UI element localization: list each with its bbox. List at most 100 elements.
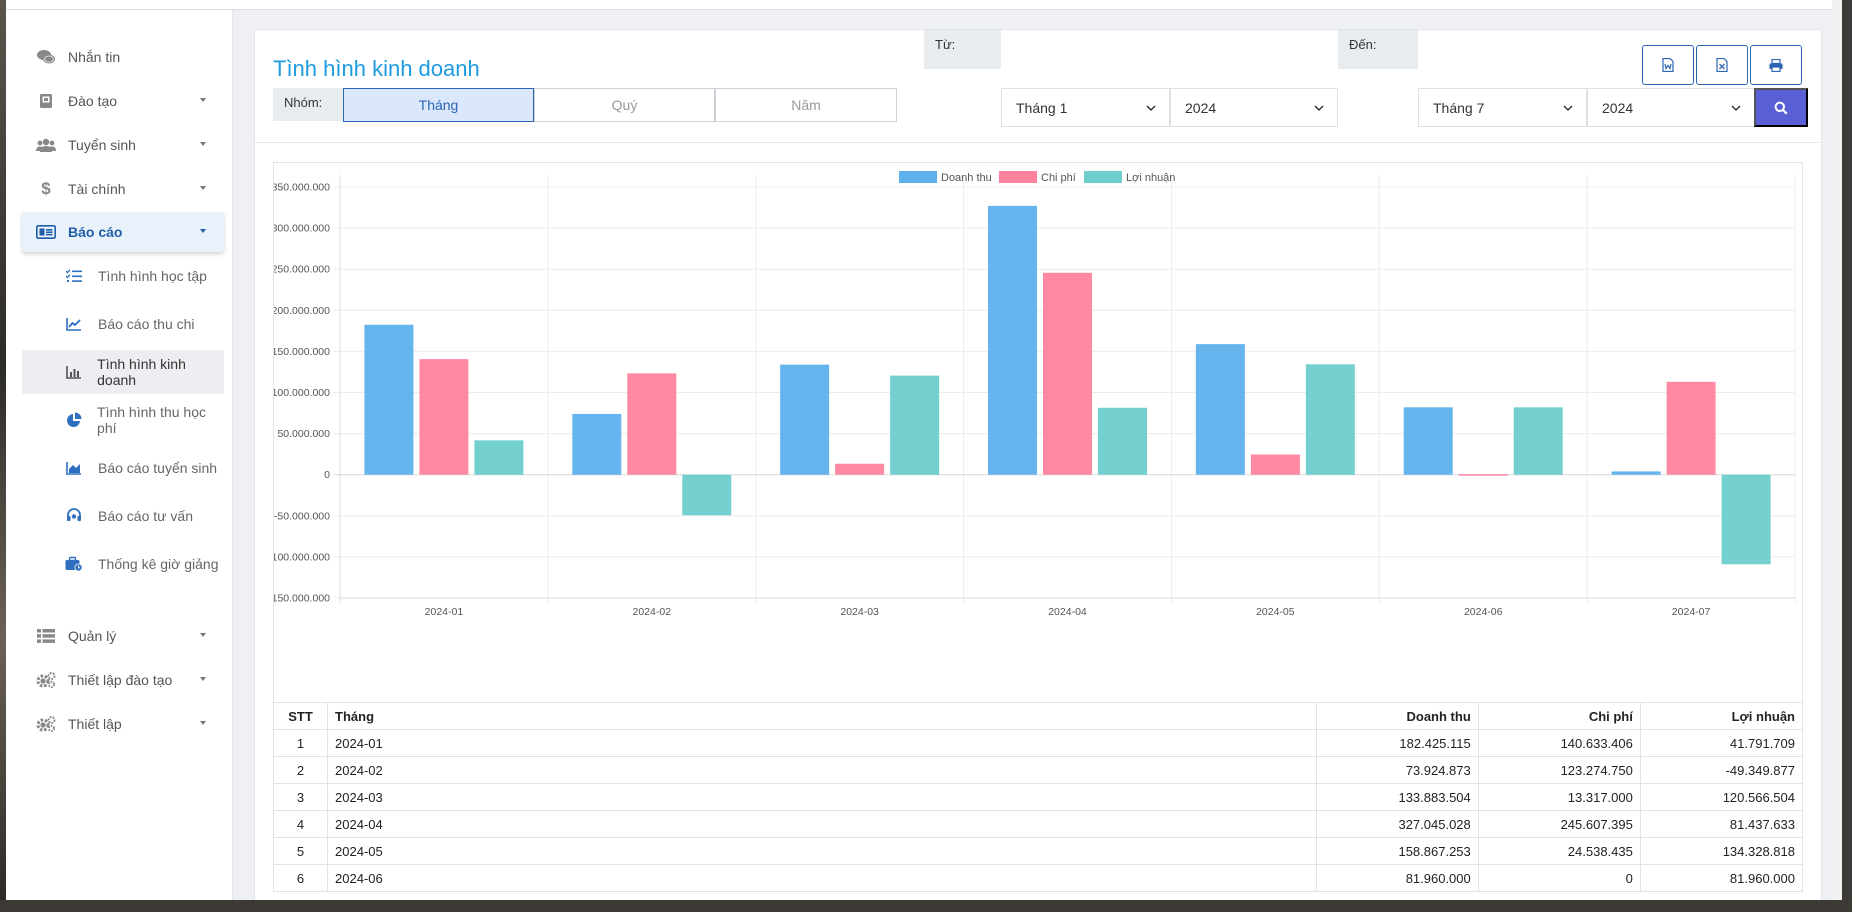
x-tick-label: 2024-02 [633,606,672,618]
cell-cost: 245.607.395 [1477,810,1641,838]
bar-cost [419,359,469,475]
search-button[interactable] [1754,88,1808,127]
to-month-select[interactable]: Tháng 7 [1418,88,1587,127]
sidebar-item-label: Thiết lập đào tạo [68,672,173,688]
header-revenue: Doanh thu [1315,702,1479,730]
sidebar-item-label: Báo cáo [68,224,123,240]
cell-revenue: 73.924.873 [1315,756,1479,784]
sidebar-sub-income-expense[interactable]: Báo cáo thu chi [22,302,224,346]
excel-icon [1716,58,1728,72]
word-icon [1662,58,1674,72]
cell-month: 2024-03 [327,783,1317,811]
header-cost: Chi phí [1477,702,1641,730]
bar-profit [682,474,732,516]
sidebar-item-label: Nhắn tin [68,49,121,65]
from-year-value: 2024 [1185,99,1217,116]
cell-cost: 13.317.000 [1477,783,1641,811]
export-excel-button[interactable] [1696,45,1748,85]
sidebar-item-training-setup[interactable]: Thiết lập đào tạo [22,660,224,700]
from-month-value: Tháng 1 [1016,99,1068,116]
to-month-value: Tháng 7 [1433,99,1485,116]
print-icon [1769,58,1783,72]
sidebar-sub-admission-report[interactable]: Báo cáo tuyển sinh [22,446,224,490]
sidebar-item-reports[interactable]: Báo cáo [22,212,224,252]
sidebar-item-label: Thiết lập [68,716,122,732]
sidebar-item-admissions[interactable]: Tuyển sinh [22,125,224,165]
bar-profit [890,375,940,475]
y-tick-label: 350.000.000 [274,182,330,194]
cell-stt: 1 [272,729,329,757]
group-option-year[interactable]: Năm [715,88,897,122]
group-option-quarter[interactable]: Quý [534,88,715,122]
table-header-row: STT Tháng Doanh thu Chi phí Lợi nhuận [272,702,1804,730]
from-year-select[interactable]: 2024 [1170,88,1338,127]
cell-revenue: 182.425.115 [1315,729,1479,757]
header-month: Tháng [327,702,1317,730]
bar-cost [1043,272,1092,475]
y-tick-label: 50.000.000 [277,428,330,440]
chevron-down-icon [1731,105,1741,112]
legend-swatch [899,171,937,183]
main-panel: Tình hình kinh doanh Nhóm: Tháng Quý Năm… [254,29,1822,900]
sidebar-item-management[interactable]: Quản lý [22,616,224,656]
sidebar-item-settings[interactable]: Thiết lập [22,704,224,744]
gears-icon [32,672,60,688]
to-year-select[interactable]: 2024 [1587,88,1755,127]
x-tick-label: 2024-05 [1256,606,1295,618]
sidebar-sub-business-status[interactable]: Tình hình kinh doanh [22,350,224,394]
sidebar-sub-label: Tình hình kinh doanh [97,356,186,388]
cell-stt: 2 [272,756,329,784]
chevron-down-icon [1146,105,1156,112]
sidebar-sub-consult-report[interactable]: Báo cáo tư vấn [22,494,224,538]
y-tick-label: 300.000.000 [274,223,330,235]
line-chart-icon [62,317,86,331]
page-title: Tình hình kinh doanh [273,56,480,81]
from-month-select[interactable]: Tháng 1 [1001,88,1170,127]
sidebar: Nhắn tin Đào tạo Tuyển sinh $ Tài chính [6,10,233,900]
sidebar-item-messages[interactable]: Nhắn tin [22,37,224,77]
print-button[interactable] [1750,45,1802,85]
divider [255,142,1821,143]
taskbar [0,900,1852,912]
legend-label: Lợi nhuận [1126,172,1175,184]
cell-revenue: 133.883.504 [1315,783,1479,811]
table-row: 1 2024-01 182.425.115 140.633.406 41.791.709 [272,729,1804,757]
bar-revenue [572,413,622,475]
sidebar-item-label: Tài chính [68,181,126,197]
bar-profit [1721,474,1771,565]
x-tick-label: 2024-06 [1464,606,1503,618]
chevron-down-icon [1314,105,1324,112]
chevron-down-icon [1563,105,1573,112]
sidebar-item-training[interactable]: Đào tạo [22,81,224,121]
from-label: Từ: [924,30,1001,69]
legend-swatch [1084,171,1122,183]
bar-profit [1305,364,1355,475]
table-row: 4 2024-04 327.045.028 245.607.395 81.437.633 [272,810,1804,838]
bar-cost [835,463,885,475]
bar-profit [474,440,524,475]
bar-chart-svg: 350.000.000 300.000.000 250.000.000 200.000… [274,171,1796,618]
export-word-button[interactable] [1642,45,1694,85]
y-tick-label: 200.000.000 [274,305,330,317]
cell-cost: 0 [1477,864,1641,892]
caret-down-icon [200,721,206,725]
cell-revenue: 158.867.253 [1315,837,1479,865]
sidebar-sub-study-status[interactable]: Tình hình học tập [22,254,224,298]
table-row: 2 2024-02 73.924.873 123.274.750 -49.349.877 [272,756,1804,784]
caret-down-icon [200,186,206,190]
header-stt: STT [272,702,329,730]
legend-swatch [999,171,1037,183]
scrollbar[interactable] [1832,0,1842,900]
group-option-month[interactable]: Tháng [343,88,534,122]
cell-stt: 4 [272,810,329,838]
sidebar-sub-tuition-status[interactable]: Tình hình thu học phí [22,398,224,442]
sidebar-sub-teaching-hours[interactable]: Thống kê giờ giảng [22,542,224,586]
list-icon [32,629,60,643]
sidebar-sub-label: Thống kê giờ giảng [98,556,219,572]
sidebar-item-finance[interactable]: $ Tài chính [22,169,224,209]
cell-cost: 24.538.435 [1477,837,1641,865]
bar-profit [1513,407,1563,475]
book-icon [32,93,60,109]
sidebar-sub-label: Tình hình thu học phí [97,404,206,436]
